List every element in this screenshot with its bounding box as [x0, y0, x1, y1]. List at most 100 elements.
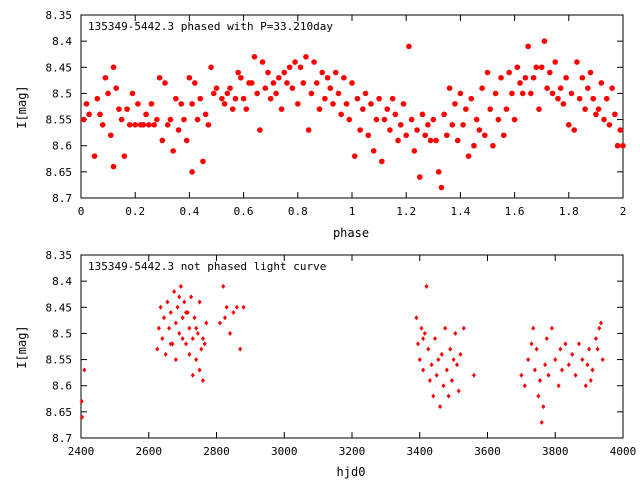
phased-data-point	[449, 122, 456, 128]
unphased-data-point	[158, 304, 163, 310]
phased-data-point	[257, 127, 263, 133]
phased-data-point	[254, 90, 260, 97]
unphased-data-point	[519, 372, 524, 378]
unphased-data-point	[436, 357, 441, 363]
phased-data-point	[330, 101, 336, 107]
phased-data-point	[387, 127, 393, 133]
phased-data-point	[145, 122, 152, 128]
phased-data-point	[210, 90, 217, 97]
phased-data-point	[574, 59, 580, 65]
phased-data-point	[232, 95, 239, 102]
phased-data-point	[463, 106, 469, 112]
phased-data-point	[492, 90, 499, 97]
phased-data-point	[373, 116, 380, 123]
unphased-y-tick-label: 8.55	[46, 354, 73, 367]
phased-data-point	[316, 106, 323, 112]
phased-data-point	[202, 111, 209, 118]
unphased-plot-title: 135349-5442.3 not phased light curve	[88, 260, 326, 273]
unphased-data-point	[532, 367, 537, 373]
phased-data-point	[479, 85, 485, 91]
phased-y-tick-label: 8.7	[52, 192, 72, 205]
phased-data-point	[419, 111, 426, 118]
unphased-data-point	[456, 388, 461, 394]
phased-y-tick-label: 8.45	[46, 61, 73, 74]
phased-data-point	[267, 95, 274, 102]
phased-data-point	[487, 106, 494, 112]
phased-data-point	[601, 116, 607, 123]
phased-data-point	[598, 80, 605, 86]
phased-data-point	[110, 163, 117, 170]
unphased-data-point	[446, 393, 451, 399]
phased-data-point	[609, 85, 615, 91]
phased-data-point	[303, 54, 309, 60]
unphased-data-point	[177, 294, 182, 300]
phased-data-point	[584, 85, 591, 91]
unphased-data-point	[443, 325, 448, 331]
phased-data-point	[389, 95, 396, 102]
phased-data-point	[441, 111, 447, 118]
unphased-x-tick-label: 3800	[542, 445, 569, 458]
unphased-data-point	[165, 299, 170, 305]
phased-x-tick-label: 1.8	[559, 205, 579, 218]
unphased-data-point	[538, 377, 543, 383]
phased-data-point	[238, 74, 244, 81]
phased-data-point	[557, 85, 564, 91]
phased-y-tick-label: 8.55	[46, 114, 73, 127]
phased-data-point	[219, 95, 225, 102]
phased-data-point	[262, 85, 269, 91]
unphased-data-point	[231, 310, 236, 316]
phased-data-point	[164, 122, 171, 128]
phased-data-point	[132, 122, 138, 128]
phased-data-point	[178, 101, 185, 107]
phased-data-point	[194, 116, 201, 123]
phased-data-point	[289, 85, 296, 91]
unphased-data-point	[429, 362, 434, 368]
phased-data-point	[509, 90, 515, 97]
phased-y-tick-label: 8.35	[46, 9, 73, 22]
unphased-data-point	[444, 367, 449, 373]
unphased-data-point	[544, 336, 549, 342]
phased-data-point	[197, 95, 204, 102]
phased-data-point	[506, 69, 512, 76]
phased-data-point	[536, 106, 542, 112]
unphased-data-point	[553, 357, 558, 363]
phased-data-point	[292, 59, 298, 65]
unphased-data-point	[197, 367, 202, 373]
unphased-data-point	[583, 383, 588, 389]
phased-data-point	[143, 111, 149, 118]
unphased-data-point	[421, 336, 426, 342]
unphased-data-point	[184, 310, 189, 316]
unphased-data-point	[200, 377, 205, 383]
phased-data-point	[224, 90, 231, 97]
phased-data-point	[135, 101, 141, 107]
unphased-x-tick-label: 2800	[203, 445, 230, 458]
unphased-data-point	[217, 320, 222, 326]
phased-data-point	[338, 111, 344, 118]
phased-data-point	[514, 64, 521, 71]
phased-data-point	[151, 122, 157, 128]
unphased-x-tick-label: 3200	[339, 445, 366, 458]
phased-data-point	[175, 127, 182, 133]
unphased-data-point	[439, 351, 444, 357]
unphased-data-point	[576, 341, 581, 347]
unphased-y-tick-label: 8.4	[52, 275, 72, 288]
phased-data-point	[159, 137, 166, 144]
phased-data-point	[205, 122, 212, 128]
phased-data-point	[530, 74, 537, 81]
unphased-data-point	[422, 330, 427, 336]
phased-data-point	[617, 127, 624, 133]
unphased-data-point	[80, 414, 85, 420]
phased-plot-frame	[80, 14, 624, 199]
unphased-y-axis-label: I[mag]	[15, 325, 29, 368]
unphased-data-point	[172, 289, 177, 295]
phased-data-point	[335, 90, 342, 97]
phased-data-point	[259, 59, 266, 65]
phased-data-point	[568, 90, 575, 97]
unphased-data-point	[180, 315, 185, 321]
phased-data-point	[235, 69, 241, 76]
unphased-data-point	[546, 372, 551, 378]
unphased-data-point	[416, 341, 421, 347]
phased-x-tick-label: 0.2	[125, 205, 145, 218]
phased-data-point	[251, 54, 258, 60]
